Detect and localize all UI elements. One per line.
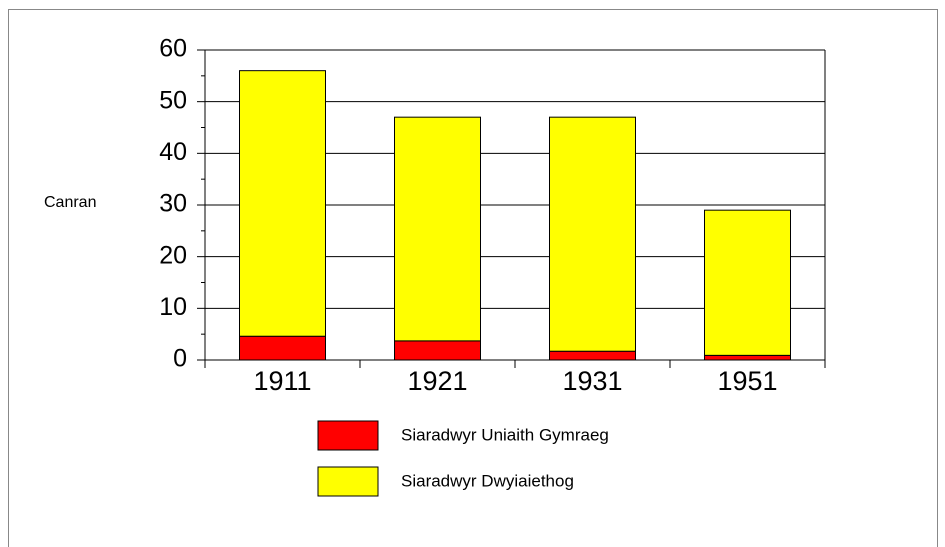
legend-label: Siaradwyr Dwyiaiethog bbox=[401, 471, 574, 490]
bar-segment bbox=[239, 70, 326, 337]
bar-segment bbox=[704, 209, 791, 356]
frame bbox=[8, 9, 938, 547]
y-tick-label: 20 bbox=[159, 241, 187, 269]
x-tick-label: 1921 bbox=[407, 366, 467, 396]
y-tick-label: 10 bbox=[159, 293, 187, 321]
legend-swatch bbox=[317, 466, 379, 497]
bar-segment bbox=[549, 116, 636, 352]
y-tick-label: 0 bbox=[173, 345, 187, 373]
bar-segment bbox=[394, 116, 481, 342]
y-axis-label: Canran bbox=[44, 194, 96, 211]
legend-swatch bbox=[317, 420, 379, 451]
y-tick-label: 40 bbox=[159, 138, 187, 166]
bar-segment bbox=[549, 350, 636, 361]
bar-segment bbox=[394, 340, 481, 361]
x-tick-label: 1951 bbox=[717, 366, 777, 396]
y-tick-label: 50 bbox=[159, 86, 187, 114]
x-tick-label: 1931 bbox=[562, 366, 622, 396]
x-tick-label: 1911 bbox=[253, 366, 311, 396]
bar-segment bbox=[704, 354, 791, 361]
legend-label: Siaradwyr Uniaith Gymraeg bbox=[401, 425, 609, 444]
bar-segment bbox=[239, 335, 326, 361]
y-tick-label: 30 bbox=[159, 190, 187, 218]
y-tick-label: 60 bbox=[159, 35, 187, 63]
